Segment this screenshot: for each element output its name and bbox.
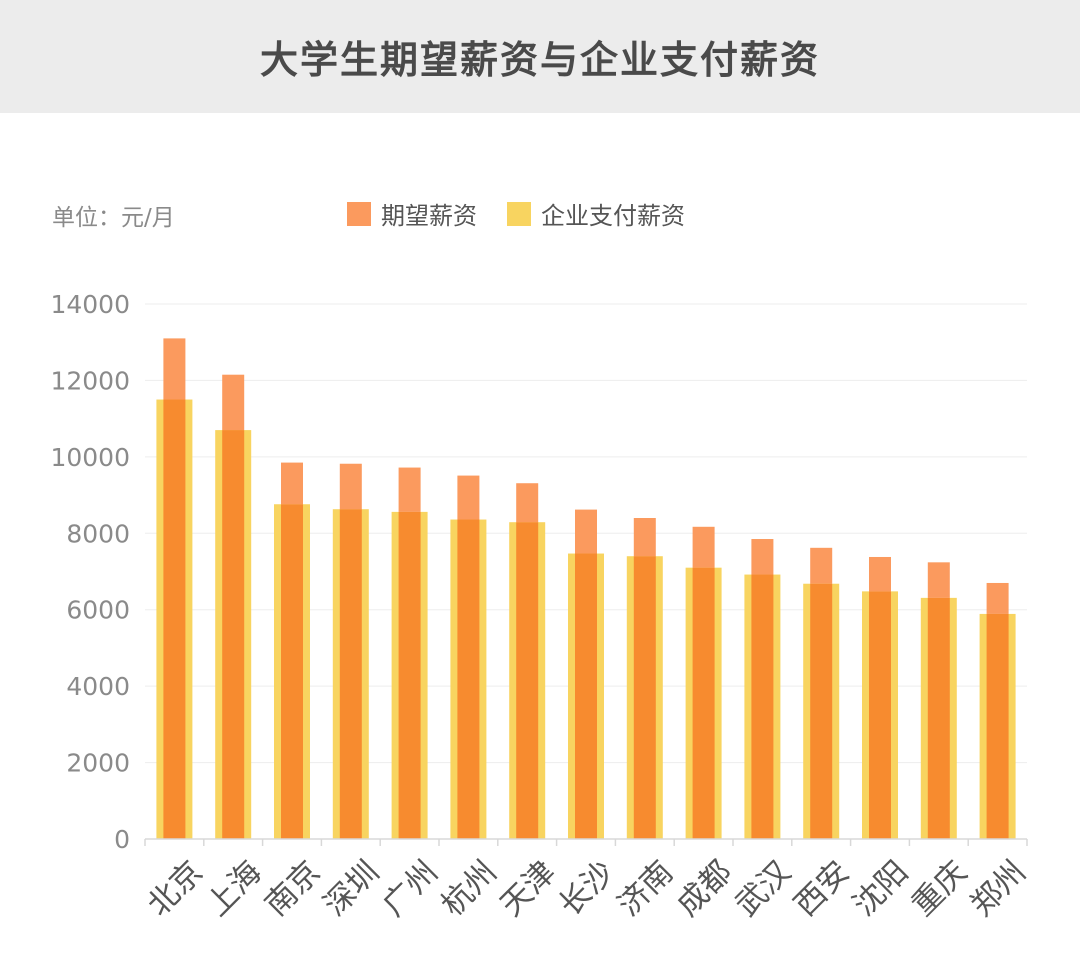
bar-expected-0 bbox=[163, 338, 186, 400]
bar-expected-overlap-0 bbox=[163, 399, 186, 839]
y-tick-label: 0 bbox=[114, 825, 130, 854]
y-tick-label: 12000 bbox=[50, 366, 130, 395]
bar-expected-overlap-1 bbox=[222, 430, 245, 839]
chart-title: 大学生期望薪资与企业支付薪资 bbox=[259, 38, 820, 82]
bar-expected-overlap-12 bbox=[869, 591, 891, 839]
x-tick-label: 深圳 bbox=[317, 854, 386, 923]
x-tick-label: 南京 bbox=[258, 854, 327, 923]
bar-expected-11 bbox=[810, 547, 833, 584]
bar-expected-1 bbox=[222, 374, 245, 431]
x-tick-label: 北京 bbox=[141, 854, 210, 923]
bar-expected-overlap-11 bbox=[810, 583, 833, 839]
bar-expected-overlap-13 bbox=[927, 597, 950, 839]
bars bbox=[156, 338, 1016, 839]
legend: 期望薪资 企业支付薪资 bbox=[347, 196, 715, 231]
x-tick-label: 成都 bbox=[670, 854, 739, 923]
bar-expected-7 bbox=[575, 509, 597, 554]
bar-expected-overlap-4 bbox=[398, 511, 421, 839]
unit-label: 单位：元/月 bbox=[52, 205, 175, 231]
bar-expected-3 bbox=[339, 463, 362, 510]
legend-item-paid[interactable]: 企业支付薪资 bbox=[507, 196, 685, 231]
bar-expected-overlap-5 bbox=[457, 519, 480, 839]
x-tick-label: 郑州 bbox=[964, 854, 1033, 923]
y-tick-label: 2000 bbox=[66, 749, 130, 778]
x-tick-label: 上海 bbox=[199, 854, 268, 923]
x-tick-label: 天津 bbox=[493, 854, 562, 923]
bar-expected-overlap-14 bbox=[986, 613, 1009, 839]
bar-expected-5 bbox=[457, 475, 480, 520]
y-tick-label: 4000 bbox=[66, 672, 130, 701]
bar-expected-6 bbox=[516, 483, 539, 523]
bar-expected-overlap-2 bbox=[281, 504, 303, 839]
bar-expected-10 bbox=[751, 539, 774, 575]
y-axis-ticks: 0 2000 4000 6000 8000 10000 12000 14000 bbox=[50, 290, 130, 854]
x-tick-label: 重庆 bbox=[905, 854, 974, 923]
bar-expected-13 bbox=[927, 562, 950, 598]
x-tick-label: 济南 bbox=[611, 854, 680, 923]
bar-expected-4 bbox=[398, 467, 421, 512]
y-tick-label: 6000 bbox=[66, 596, 130, 625]
bar-expected-12 bbox=[869, 556, 891, 592]
bar-expected-overlap-3 bbox=[339, 509, 362, 839]
bar-expected-9 bbox=[692, 526, 715, 568]
legend-swatch-expected bbox=[347, 201, 371, 226]
y-tick-label: 14000 bbox=[50, 290, 130, 319]
title-bar: 大学生期望薪资与企业支付薪资 bbox=[0, 0, 1080, 113]
x-tick-label: 长沙 bbox=[552, 854, 621, 923]
bar-expected-overlap-7 bbox=[575, 553, 597, 839]
x-tick-label: 沈阳 bbox=[846, 854, 915, 923]
x-tick-label: 杭州 bbox=[435, 854, 504, 923]
y-tick-label: 10000 bbox=[50, 443, 130, 472]
bar-expected-14 bbox=[986, 582, 1009, 614]
x-tick-label: 武汉 bbox=[729, 854, 798, 923]
y-tick-label: 8000 bbox=[66, 519, 130, 548]
legend-item-expected[interactable]: 期望薪资 bbox=[347, 196, 477, 231]
x-tick-label: 广州 bbox=[376, 854, 445, 923]
bar-expected-8 bbox=[633, 518, 656, 557]
bar-expected-overlap-8 bbox=[633, 556, 656, 839]
legend-swatch-paid bbox=[507, 201, 531, 226]
x-tick-label: 西安 bbox=[787, 854, 856, 923]
legend-label-paid: 企业支付薪资 bbox=[541, 202, 685, 230]
bar-expected-overlap-6 bbox=[516, 522, 539, 839]
bar-expected-2 bbox=[281, 462, 303, 505]
bar-expected-overlap-9 bbox=[692, 567, 715, 839]
x-axis bbox=[144, 838, 1028, 846]
bar-expected-overlap-10 bbox=[751, 574, 774, 839]
legend-label-expected: 期望薪资 bbox=[381, 202, 477, 230]
